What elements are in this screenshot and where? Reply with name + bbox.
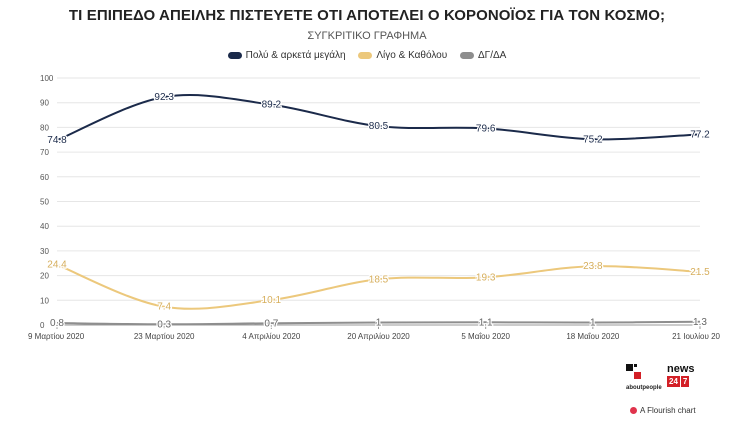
aboutpeople-icon <box>626 364 641 379</box>
news-word: news <box>667 363 695 375</box>
data-label: 1.3 <box>693 317 707 328</box>
y-tick-label: 100 <box>40 74 54 83</box>
y-tick-label: 10 <box>40 296 49 305</box>
y-tick-label: 80 <box>40 123 49 132</box>
y-tick-label: 70 <box>40 148 49 157</box>
news-num-24: 24 <box>667 376 680 387</box>
data-label: 0.3 <box>157 319 171 330</box>
legend-swatch-high <box>227 51 242 59</box>
x-tick-label: 9 Μαρτίου 2020 <box>28 332 85 341</box>
x-tick-label: 20 Απριλίου 2020 <box>347 332 410 341</box>
data-label: 10.1 <box>262 295 282 306</box>
x-tick-label: 21 Ιουλίου 20 <box>672 332 720 341</box>
data-label: 7.4 <box>157 302 171 313</box>
data-label: 1.1 <box>479 317 493 328</box>
data-label: 0.7 <box>264 318 278 329</box>
news-num-7: 7 <box>680 376 690 387</box>
data-label: 1 <box>376 318 382 329</box>
x-tick-label: 4 Απριλίου 2020 <box>242 332 301 341</box>
data-label: 23.8 <box>583 261 603 272</box>
legend-item-low[interactable]: Λίγο & Καθόλου <box>358 50 447 61</box>
x-tick-label: 23 Μαρτίου 2020 <box>134 332 195 341</box>
data-label: 21.5 <box>690 267 710 278</box>
legend-swatch-dk <box>460 51 474 59</box>
legend-label-low: Λίγο & Καθόλου <box>376 50 448 61</box>
data-label: 77.2 <box>690 129 710 140</box>
data-label: 89.2 <box>262 100 282 111</box>
chart-subtitle: ΣΥΓΚΡΙΤΙΚΟ ΓΡΑΦΗΜΑ <box>307 30 427 42</box>
aboutpeople-text: aboutpeople <box>626 385 662 391</box>
data-label: 1 <box>590 318 596 329</box>
legend-swatch-low <box>358 51 373 59</box>
series-line <box>56 320 701 326</box>
legend-label-high: Πολύ & αρκετά μεγάλη <box>245 50 346 61</box>
data-label: 0.8 <box>50 318 64 329</box>
news247-logo: news 24 7 <box>667 364 695 387</box>
y-tick-label: 30 <box>40 247 49 256</box>
x-tick-label: 18 Μαΐου 2020 <box>566 332 620 341</box>
chart-title: ΤΙ ΕΠΙΠΕΔΟ ΑΠΕΙΛΗΣ ΠΙΣΤΕΥΕΤΕ ΟΤΙ ΑΠΟΤΕΛΕ… <box>68 7 666 24</box>
y-tick-label: 40 <box>40 222 49 231</box>
data-label: 92.3 <box>154 92 174 103</box>
y-tick-label: 50 <box>40 198 49 207</box>
y-tick-label: 90 <box>40 99 49 108</box>
y-tick-label: 20 <box>40 272 49 281</box>
line-chart: 0 10 20 30 40 50 60 70 80 90 100 9 Μαρτίου 2020 23 Μ… <box>28 74 721 341</box>
data-label: 74.8 <box>47 135 67 146</box>
data-label: 19.3 <box>476 272 496 283</box>
legend: Πολύ & αρκετά μεγάλη Λίγο & Καθόλου ΔΓ/Δ… <box>0 50 734 61</box>
y-tick-label: 60 <box>40 173 49 182</box>
series-line <box>56 94 701 142</box>
news-badge: 24 7 <box>667 376 695 387</box>
series-line <box>56 263 701 310</box>
flourish-credit[interactable]: A Flourish chart <box>630 406 696 415</box>
data-label: 80.5 <box>369 121 389 132</box>
legend-item-dk[interactable]: ΔΓ/ΔΑ <box>460 50 506 61</box>
y-tick-label: 0 <box>40 321 45 330</box>
flourish-icon <box>630 407 637 415</box>
data-label: 79.6 <box>476 123 496 134</box>
data-label: 18.5 <box>369 274 389 285</box>
legend-label-dk: ΔΓ/ΔΑ <box>478 50 507 61</box>
aboutpeople-logo <box>626 364 642 385</box>
data-label: 75.2 <box>583 134 603 145</box>
flourish-label: A Flourish chart <box>640 406 696 415</box>
x-tick-label: 5 Μαΐου 2020 <box>461 332 510 341</box>
data-label: 24.4 <box>47 260 67 271</box>
legend-item-high[interactable]: Πολύ & αρκετά μεγάλη <box>227 50 346 61</box>
